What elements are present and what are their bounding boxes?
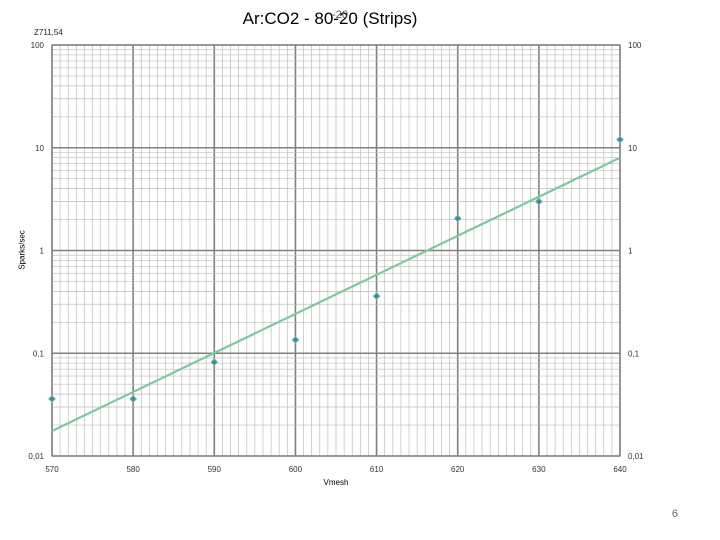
trendline-group <box>51 156 621 433</box>
point-marker-inner <box>130 396 136 402</box>
point-marker-inner <box>536 198 542 205</box>
x-tick-label: 600 <box>289 465 303 474</box>
point-marker-inner <box>292 337 299 343</box>
point-marker-inner <box>617 137 623 143</box>
x-tick-label: 640 <box>613 465 627 474</box>
y-tick-label-left: 0,1 <box>33 349 45 358</box>
x-tick-label: 630 <box>532 465 546 474</box>
y-tick-label-left: 1 <box>40 247 45 256</box>
x-tick-label: 590 <box>208 465 222 474</box>
x-tick-label: 580 <box>126 465 140 474</box>
x-tick-label: 610 <box>370 465 384 474</box>
data-point <box>372 292 381 301</box>
chart-title-text: Ar:CO2 - 80-20 (Strips) <box>242 9 418 28</box>
y-tick-label-right: 1 <box>628 247 633 256</box>
exponential-trendline <box>51 156 621 433</box>
y-tick-label-right: 10 <box>628 144 637 153</box>
y-tick-label-right: 0,01 <box>628 452 644 461</box>
y-tick-label-left: 100 <box>31 41 45 50</box>
x-tick-label: 570 <box>45 465 59 474</box>
chart-grid <box>51 44 621 457</box>
y-tick-label-right: 0,1 <box>628 349 640 358</box>
corner-label: Z711,54 <box>34 28 63 37</box>
data-point <box>210 358 219 367</box>
data-points <box>48 135 624 403</box>
chart-title: Ar:CO2 - 80-20 (Strips) -20 <box>180 9 480 29</box>
data-point <box>616 135 624 144</box>
y-tick-label-left: 10 <box>35 144 44 153</box>
point-marker-inner <box>455 215 461 222</box>
data-point <box>129 394 138 403</box>
x-tick-label: 620 <box>451 465 465 474</box>
data-point <box>291 335 300 344</box>
chart-title-overlap: -20 <box>332 9 348 21</box>
data-point <box>48 394 56 403</box>
y-tick-label-right: 100 <box>628 41 642 50</box>
plot-frame <box>51 44 621 457</box>
data-point <box>534 197 543 206</box>
point-marker-inner <box>49 396 55 402</box>
point-marker-inner <box>373 293 380 299</box>
page-number: 6 <box>671 508 678 520</box>
y-tick-label-left: 0,01 <box>28 452 44 461</box>
x-axis-label: Vmesh <box>323 478 349 487</box>
point-marker-inner <box>211 359 217 365</box>
tick-labels: 570 580 590 600 610 620 630 6401001010,10,01100… <box>28 41 644 474</box>
data-point <box>453 214 462 223</box>
